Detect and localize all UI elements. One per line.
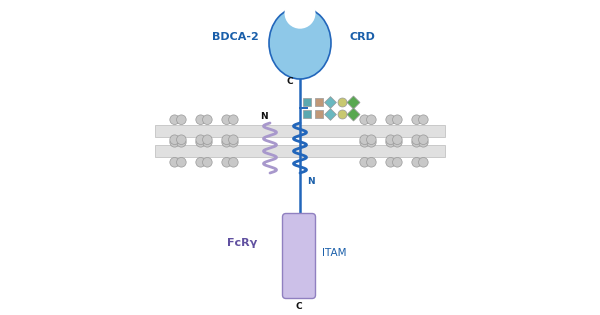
Circle shape bbox=[170, 158, 179, 167]
Circle shape bbox=[392, 115, 402, 124]
Circle shape bbox=[392, 138, 402, 147]
Circle shape bbox=[196, 138, 205, 147]
Text: BDCA-2: BDCA-2 bbox=[212, 32, 259, 42]
Circle shape bbox=[386, 135, 395, 145]
Circle shape bbox=[360, 158, 370, 167]
Circle shape bbox=[360, 135, 370, 145]
Circle shape bbox=[392, 158, 402, 167]
Circle shape bbox=[176, 138, 186, 147]
Point bbox=[314, 112, 323, 117]
Circle shape bbox=[170, 115, 179, 124]
Text: N: N bbox=[260, 112, 268, 121]
Circle shape bbox=[222, 115, 232, 124]
Circle shape bbox=[412, 138, 421, 147]
Point bbox=[314, 100, 323, 105]
Circle shape bbox=[196, 115, 205, 124]
Circle shape bbox=[229, 158, 238, 167]
Point bbox=[337, 112, 346, 117]
Text: FcRγ: FcRγ bbox=[227, 238, 257, 248]
Point bbox=[325, 100, 335, 105]
Circle shape bbox=[386, 115, 395, 124]
Circle shape bbox=[367, 115, 376, 124]
Circle shape bbox=[176, 115, 186, 124]
Circle shape bbox=[392, 135, 402, 145]
Circle shape bbox=[386, 138, 395, 147]
Circle shape bbox=[203, 138, 212, 147]
Circle shape bbox=[360, 115, 370, 124]
Circle shape bbox=[222, 135, 232, 145]
Circle shape bbox=[419, 138, 428, 147]
Circle shape bbox=[360, 138, 370, 147]
Circle shape bbox=[367, 135, 376, 145]
Circle shape bbox=[229, 135, 238, 145]
Ellipse shape bbox=[269, 7, 331, 79]
Circle shape bbox=[170, 135, 179, 145]
Point bbox=[337, 100, 346, 105]
Circle shape bbox=[412, 158, 421, 167]
Circle shape bbox=[367, 138, 376, 147]
Point bbox=[348, 112, 358, 117]
Circle shape bbox=[412, 115, 421, 124]
Point bbox=[302, 112, 312, 117]
Circle shape bbox=[196, 135, 205, 145]
Circle shape bbox=[419, 158, 428, 167]
Circle shape bbox=[196, 158, 205, 167]
FancyBboxPatch shape bbox=[283, 214, 316, 299]
Bar bbox=[155, 145, 445, 157]
Point bbox=[325, 112, 335, 117]
Circle shape bbox=[412, 135, 421, 145]
Circle shape bbox=[170, 138, 179, 147]
Circle shape bbox=[229, 138, 238, 147]
Circle shape bbox=[284, 0, 316, 29]
Text: C: C bbox=[296, 302, 302, 311]
Circle shape bbox=[203, 135, 212, 145]
Circle shape bbox=[176, 135, 186, 145]
Circle shape bbox=[203, 115, 212, 124]
Circle shape bbox=[222, 158, 232, 167]
Text: ITAM: ITAM bbox=[322, 248, 347, 258]
Circle shape bbox=[419, 135, 428, 145]
Text: CRD: CRD bbox=[349, 32, 375, 42]
Circle shape bbox=[386, 158, 395, 167]
Text: N: N bbox=[307, 177, 314, 186]
Bar bbox=[155, 125, 445, 137]
Point bbox=[302, 100, 312, 105]
Circle shape bbox=[222, 138, 232, 147]
Point bbox=[348, 100, 358, 105]
Circle shape bbox=[229, 115, 238, 124]
Circle shape bbox=[176, 158, 186, 167]
Circle shape bbox=[367, 158, 376, 167]
Text: C: C bbox=[287, 77, 293, 85]
Circle shape bbox=[203, 158, 212, 167]
Circle shape bbox=[419, 115, 428, 124]
